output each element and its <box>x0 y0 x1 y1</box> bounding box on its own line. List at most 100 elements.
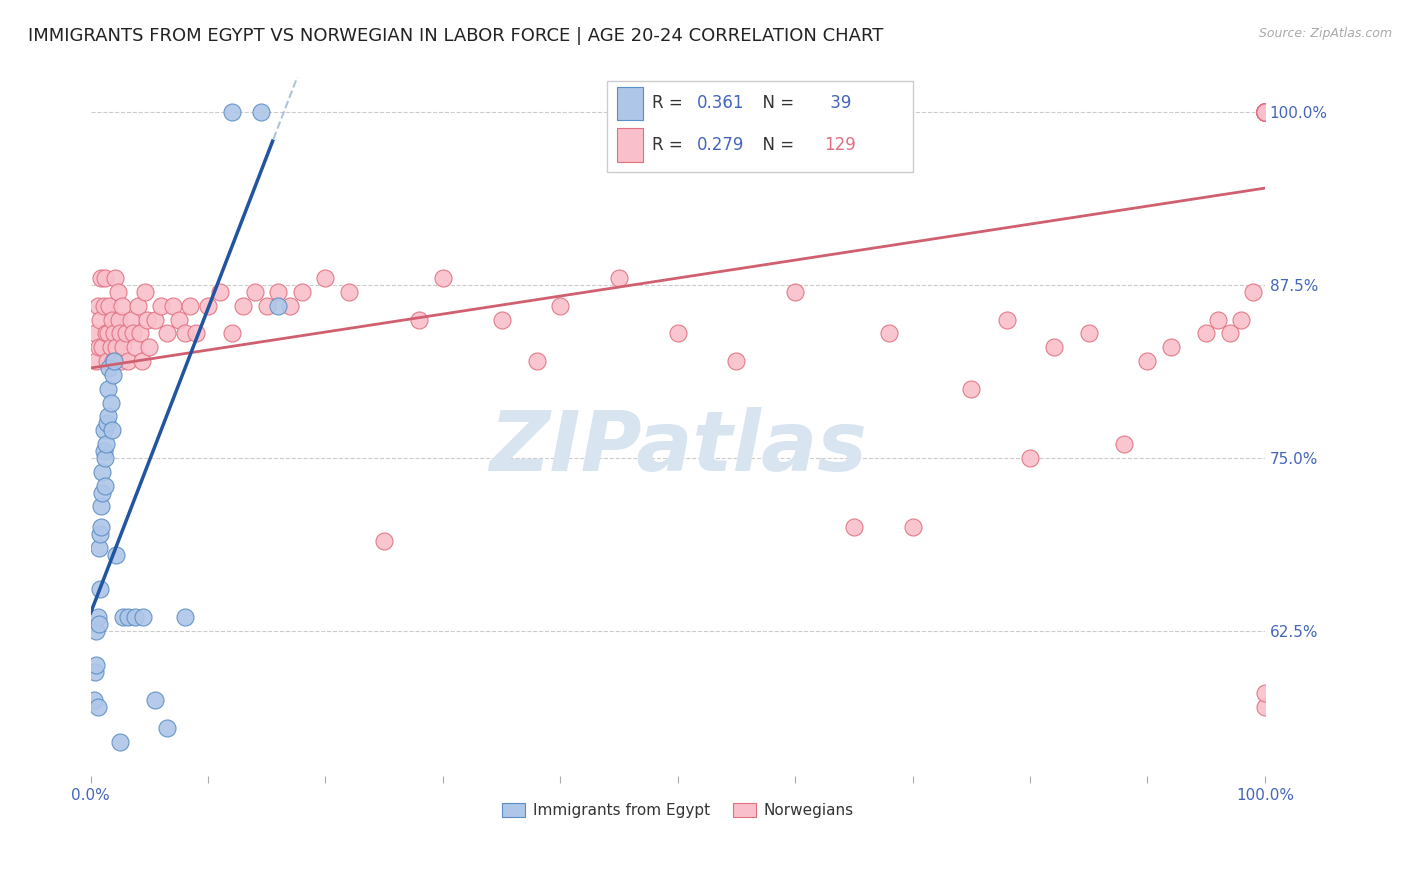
Point <box>83 693 105 707</box>
Legend: Immigrants from Egypt, Norwegians: Immigrants from Egypt, Norwegians <box>496 797 859 824</box>
Point <box>1254 105 1277 120</box>
Point <box>1254 105 1277 120</box>
Point <box>221 105 243 120</box>
Point <box>84 326 107 341</box>
Point <box>1254 105 1277 120</box>
Point <box>1254 105 1277 120</box>
Point <box>1206 312 1229 326</box>
Point <box>124 610 146 624</box>
Point <box>1254 105 1277 120</box>
Point <box>173 326 195 341</box>
Point <box>93 423 115 437</box>
Point <box>97 409 120 424</box>
Point <box>1254 105 1277 120</box>
Point <box>1254 105 1277 120</box>
Point <box>173 610 195 624</box>
Point <box>89 312 111 326</box>
Point <box>91 485 114 500</box>
Point <box>87 340 110 354</box>
Point <box>131 354 153 368</box>
Point <box>1254 105 1277 120</box>
Point <box>1254 105 1277 120</box>
Point <box>1254 105 1277 120</box>
Point <box>491 312 513 326</box>
Point <box>107 312 129 326</box>
Point <box>100 395 122 409</box>
Point <box>1254 105 1277 120</box>
Text: 39: 39 <box>824 95 851 112</box>
Point <box>86 610 108 624</box>
Text: ZIPatlas: ZIPatlas <box>489 408 866 488</box>
Point <box>91 340 114 354</box>
Point <box>105 340 128 354</box>
Point <box>1254 105 1277 120</box>
Text: 129: 129 <box>824 136 856 154</box>
Text: N =: N = <box>752 95 799 112</box>
Point <box>115 326 138 341</box>
Point <box>1254 105 1277 120</box>
Point <box>96 417 118 431</box>
Point <box>1254 105 1277 120</box>
Text: Source: ZipAtlas.com: Source: ZipAtlas.com <box>1258 27 1392 40</box>
Point <box>1254 105 1277 120</box>
Point <box>1230 312 1253 326</box>
Point <box>995 312 1018 326</box>
Point <box>179 299 201 313</box>
Point <box>1254 105 1277 120</box>
Point <box>1112 437 1135 451</box>
Point <box>432 271 454 285</box>
Point <box>93 271 115 285</box>
Point <box>87 541 110 555</box>
Point <box>197 299 219 313</box>
Point <box>90 271 112 285</box>
Point <box>117 354 139 368</box>
Point <box>842 520 865 534</box>
Point <box>1254 105 1277 120</box>
Point <box>98 361 121 376</box>
Point <box>156 326 179 341</box>
Point <box>877 326 900 341</box>
Point <box>1254 105 1277 120</box>
Point <box>98 299 121 313</box>
Point <box>97 326 120 341</box>
Point <box>1254 105 1277 120</box>
Point <box>112 610 135 624</box>
FancyBboxPatch shape <box>617 87 643 120</box>
Point <box>111 299 134 313</box>
Point <box>1254 105 1277 120</box>
Point <box>108 734 131 748</box>
Point <box>1254 105 1277 120</box>
Text: R =: R = <box>652 136 688 154</box>
Point <box>267 285 290 299</box>
Text: IMMIGRANTS FROM EGYPT VS NORWEGIAN IN LABOR FORCE | AGE 20-24 CORRELATION CHART: IMMIGRANTS FROM EGYPT VS NORWEGIAN IN LA… <box>28 27 883 45</box>
Point <box>143 312 166 326</box>
Point <box>162 299 184 313</box>
Point <box>96 354 118 368</box>
Point <box>1254 105 1277 120</box>
Point <box>1254 105 1277 120</box>
Point <box>104 271 127 285</box>
Point <box>101 354 124 368</box>
Point <box>100 340 122 354</box>
Point <box>1254 105 1277 120</box>
Point <box>1241 285 1264 299</box>
Point <box>143 693 166 707</box>
Point <box>221 326 243 341</box>
Point <box>86 624 108 638</box>
Point <box>1195 326 1218 341</box>
Point <box>1254 105 1277 120</box>
Point <box>167 312 190 326</box>
Point <box>107 285 129 299</box>
Point <box>1136 354 1159 368</box>
Point <box>1254 105 1277 120</box>
Point <box>1254 105 1277 120</box>
Point <box>110 354 132 368</box>
Point <box>1254 105 1277 120</box>
Point <box>112 340 135 354</box>
Point <box>100 312 122 326</box>
Point <box>186 326 208 341</box>
Point <box>156 721 179 735</box>
Point <box>134 285 156 299</box>
Point <box>93 478 115 492</box>
Point <box>243 285 266 299</box>
